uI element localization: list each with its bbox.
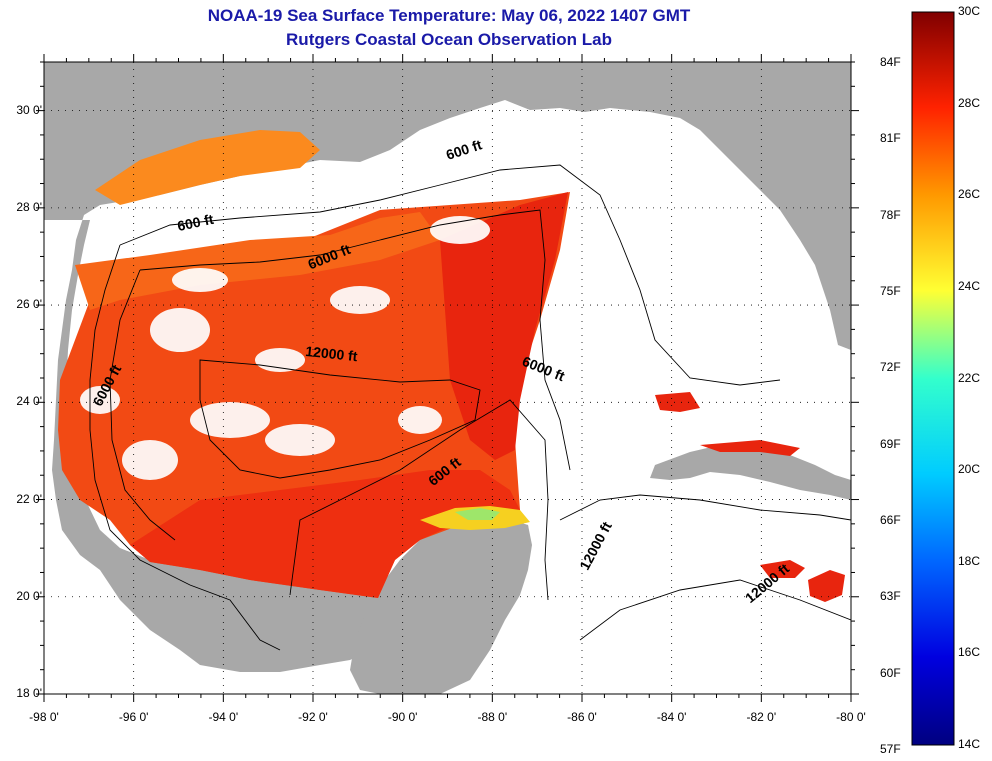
longitude-tick-label: -88 0' [477, 710, 508, 724]
longitude-tick-label: -80 0' [836, 710, 866, 724]
land-cuba [650, 445, 851, 500]
sst-north-shelf [95, 130, 320, 205]
longitude-tick-label: -92 0' [298, 710, 328, 724]
colorbar-celsius-label: 28C [958, 95, 981, 110]
longitude-tick-label: -86 0' [567, 710, 597, 724]
colorbar-fahrenheit-label: 78F [880, 207, 901, 222]
latitude-tick-label: 22 0' [16, 491, 42, 506]
contour-label: 12000 ft [305, 343, 359, 364]
sst-caribbean-patch [808, 570, 845, 602]
sst-west-mid [75, 212, 440, 310]
graticule [44, 62, 851, 694]
colorbar [911, 11, 955, 746]
sst-layer [58, 130, 845, 602]
colorbar-fahrenheit-label: 72F [880, 360, 901, 375]
colorbar-celsius-label: 30C [958, 4, 981, 18]
contour-600ft [119, 164, 781, 386]
land-yucatan [350, 515, 532, 694]
colorbar-fahrenheit-label: 66F [880, 513, 901, 528]
longitude-tick-label: -90 0' [387, 710, 418, 724]
sst-caribbean-patch-2 [760, 560, 805, 578]
longitude-tick-label: -94 0' [208, 710, 239, 724]
tick-marks [36, 54, 859, 702]
colorbar-fahrenheit-label: 57F [880, 742, 901, 757]
colorbar-fahrenheit-label: 63F [880, 589, 901, 604]
colorbar-celsius-label: 14C [958, 737, 981, 751]
bathymetry-contours [89, 164, 851, 651]
contour-6000ft-west [109, 269, 176, 541]
contour-label: 600 ft [176, 211, 215, 234]
longitude-tick-label: -98 0' [29, 710, 59, 724]
sst-cuba-coast [700, 440, 800, 456]
colorbar-celsius-label: 16C [958, 645, 981, 660]
contour-600ft-west [89, 244, 281, 651]
contour-12000ft-caribbean [559, 494, 851, 521]
latitude-tick-label: 26 0' [16, 297, 42, 312]
longitude-tick-label: -96 0' [118, 710, 149, 724]
colorbar-fahrenheit-label: 84F [880, 54, 901, 69]
colorbar-fahrenheit-label: 69F [880, 436, 901, 451]
longitude-tick-label: -84 0' [656, 710, 687, 724]
colorbar-celsius-label: 26C [958, 187, 981, 202]
latitude-tick-label: 18 0' [16, 686, 42, 700]
sst-east-hot [440, 192, 568, 460]
sst-south-hot [130, 470, 520, 598]
colorbar-celsius-label: 24C [958, 278, 981, 293]
map-subtitle: Rutgers Coastal Ocean Observation Lab [286, 30, 612, 49]
contour-600ft-yucatan [289, 399, 549, 601]
land-layer [44, 62, 851, 694]
colorbar-fahrenheit-label: 60F [880, 665, 901, 680]
contour-12000ft-caribbean-2 [579, 579, 851, 641]
colorbar-fahrenheit-label: 81F [880, 131, 901, 146]
latitude-tick-label: 28 0' [16, 199, 42, 214]
colorbar-celsius-label: 22C [958, 370, 981, 385]
colorbar-fahrenheit-label: 75F [880, 283, 901, 298]
colorbar-celsius-label: 20C [958, 462, 981, 477]
sst-florida-strait [655, 392, 700, 412]
map-title: NOAA-19 Sea Surface Temperature: May 06,… [207, 6, 691, 25]
sst-campeche-green [455, 508, 500, 520]
latitude-tick-label: 20 0' [16, 588, 42, 603]
longitude-tick-label: -82 0' [746, 710, 777, 724]
colorbar-celsius-label: 18C [958, 553, 981, 568]
contour-6000ft [139, 209, 571, 471]
latitude-tick-label: 24 0' [16, 394, 42, 409]
contour-12000ft [199, 359, 481, 479]
latitude-tick-label: 30 0' [16, 102, 42, 117]
